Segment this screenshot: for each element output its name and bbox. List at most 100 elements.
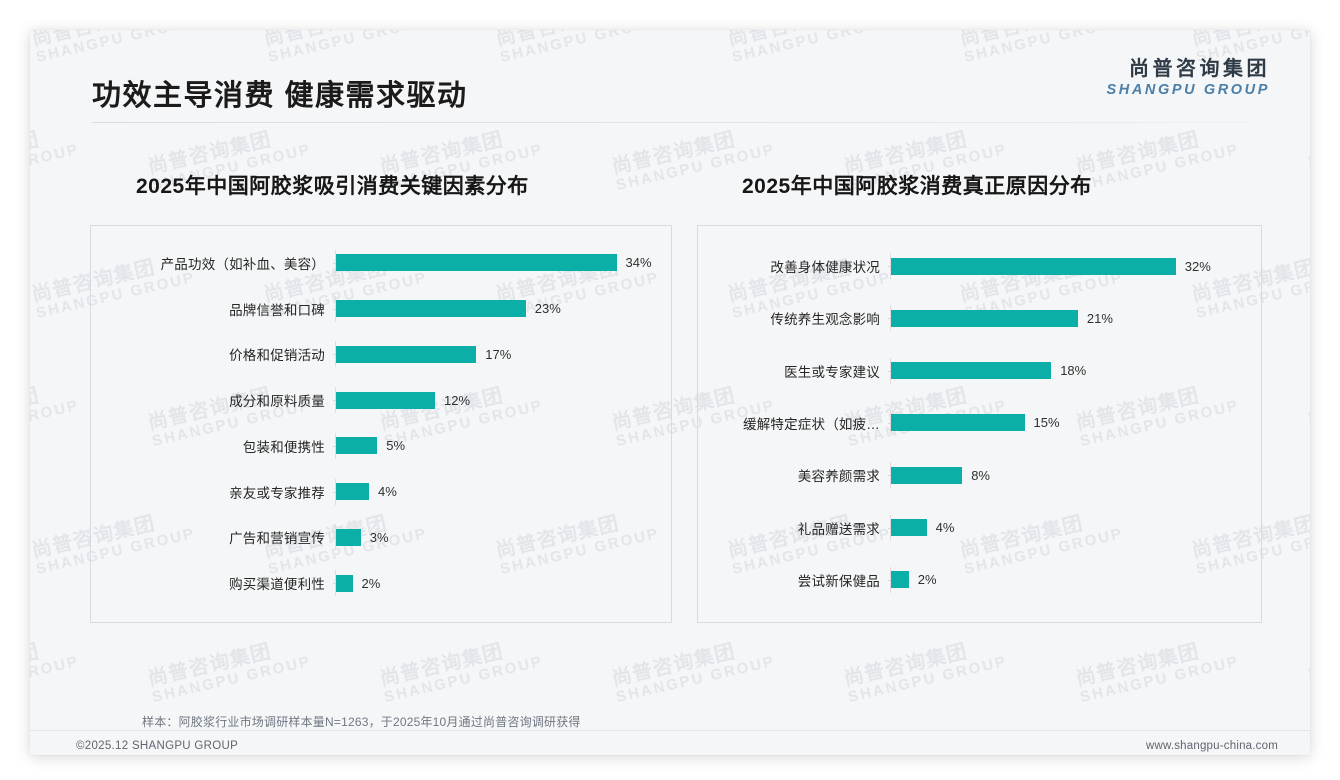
charts-container: 2025年中国阿胶浆吸引消费关键因素分布 产品功效（如补血、美容） 34% 品牌信誉… [30, 123, 1310, 668]
axis-tick [888, 579, 891, 581]
bar-row-label: 包装和便携性 [242, 439, 325, 455]
bar-track: 21% [888, 305, 1261, 332]
bar-row-label: 价格和促销活动 [229, 348, 325, 364]
axis-tick [888, 422, 891, 424]
bar-value-label: 5% [386, 438, 406, 454]
axis-tick [333, 583, 336, 585]
bar [891, 362, 1052, 380]
bar-value-label: 2% [361, 575, 381, 591]
bar [336, 254, 617, 272]
slide-header: 功效主导消费 健康需求驱动 尚普咨询集团 SHANGPU GROUP [30, 30, 1310, 123]
bar-row: 传统养生观念影响 21% [698, 305, 1261, 332]
chart-title-left: 2025年中国阿胶浆吸引消费关键因素分布 [136, 175, 529, 198]
bar-track: 2% [888, 566, 1261, 593]
bar-track: 2% [333, 570, 671, 597]
bar-row-label: 传统养生观念影响 [770, 312, 880, 328]
bar-row-label: 广告和营销宣传 [229, 531, 325, 547]
bar [336, 345, 477, 363]
bar-row-label: 美容养颜需求 [797, 469, 880, 485]
bar [891, 257, 1176, 275]
bar-row: 尝试新保健品 2% [698, 566, 1261, 593]
bar-row-label: 品牌信誉和口碑 [229, 302, 325, 318]
bar-track: 15% [888, 409, 1261, 436]
bar-rows-left: 产品功效（如补血、美容） 34% 品牌信誉和口碑 23% 价格和促销活动 17% 成分和原料… [91, 226, 671, 622]
brand-name-en: SHANGPU GROUP [1106, 82, 1270, 98]
bar-row: 缓解特定症状（如疲… 15% [698, 409, 1261, 436]
bar [891, 309, 1078, 327]
bar-row: 品牌信誉和口碑 23% [91, 295, 671, 322]
axis-tick [888, 318, 891, 320]
bar-row: 产品功效（如补血、美容） 34% [91, 249, 671, 276]
bar-track: 5% [333, 432, 671, 459]
bar [891, 519, 927, 537]
bar-track: 34% [333, 249, 671, 276]
bar-value-label: 8% [971, 467, 990, 483]
bar-row: 价格和促销活动 17% [91, 341, 671, 368]
bar [336, 391, 435, 409]
footer-divider [30, 730, 1310, 731]
axis-tick [333, 262, 336, 264]
bar [336, 437, 378, 455]
bar-row-label: 礼品赠送需求 [797, 521, 880, 537]
bar-track: 3% [333, 524, 671, 551]
bar-row: 包装和便携性 5% [91, 432, 671, 459]
brand-name-cn: 尚普咨询集团 [1129, 58, 1270, 80]
chart-panel-right: 改善身体健康状况 32% 传统养生观念影响 21% 医生或专家建议 18% 缓解特定症状（如… [697, 225, 1262, 623]
sample-footnote: 样本：阿胶浆行业市场调研样本量N=1263，于2025年10月通过尚普咨询调研获… [142, 715, 581, 729]
bar [336, 300, 526, 318]
bar [891, 571, 909, 589]
bar-row-label: 产品功效（如补血、美容） [160, 256, 325, 272]
bar-row-label: 购买渠道便利性 [229, 577, 325, 593]
bar-value-label: 4% [935, 520, 955, 536]
axis-tick [888, 370, 891, 372]
bar-row: 礼品赠送需求 4% [698, 514, 1261, 541]
bar-row-label: 医生或专家建议 [784, 364, 880, 380]
axis-tick [888, 266, 891, 268]
bar [336, 483, 369, 501]
bar-row: 医生或专家建议 18% [698, 357, 1261, 384]
bar-track: 8% [888, 462, 1261, 489]
bar-row-label: 亲友或专家推荐 [229, 485, 325, 501]
bar-track: 23% [333, 295, 671, 322]
bar-value-label: 3% [369, 529, 389, 545]
axis-tick [333, 354, 336, 356]
bar-row: 广告和营销宣传 3% [91, 524, 671, 551]
bar-track: 17% [333, 341, 671, 368]
axis-tick [333, 491, 336, 493]
axis-tick [333, 400, 336, 402]
header-divider [92, 122, 1248, 123]
bar-row: 改善身体健康状况 32% [698, 253, 1261, 280]
bar [336, 528, 361, 546]
bar-row-label: 成分和原料质量 [229, 394, 325, 410]
bar-row: 成分和原料质量 12% [91, 387, 671, 414]
bar-value-label: 21% [1086, 310, 1113, 326]
bar-track: 12% [333, 387, 671, 414]
bar-value-label: 12% [444, 392, 471, 408]
bar-value-label: 15% [1033, 415, 1060, 431]
brand-logo: 尚普咨询集团 SHANGPU GROUP [1106, 58, 1270, 99]
bar-value-label: 32% [1184, 258, 1211, 274]
bar-row: 亲友或专家推荐 4% [91, 478, 671, 505]
website-link[interactable]: www.shangpu-china.com [1145, 740, 1278, 752]
bar-track: 18% [888, 357, 1261, 384]
copyright-text: ©2025.12 SHANGPU GROUP [76, 740, 239, 752]
bar [336, 574, 353, 592]
chart-panel-left: 产品功效（如补血、美容） 34% 品牌信誉和口碑 23% 价格和促销活动 17% 成分和原料… [90, 225, 672, 623]
bar-rows-right: 改善身体健康状况 32% 传统养生观念影响 21% 医生或专家建议 18% 缓解特定症状（如… [698, 226, 1261, 622]
axis-tick [333, 308, 336, 310]
page-title: 功效主导消费 健康需求驱动 [92, 80, 468, 112]
bar-track: 4% [333, 478, 671, 505]
bar-row-label: 尝试新保健品 [797, 573, 880, 589]
bar-row: 美容养颜需求 8% [698, 462, 1261, 489]
chart-block-left: 2025年中国阿胶浆吸引消费关键因素分布 产品功效（如补血、美容） 34% 品牌信誉… [90, 123, 672, 623]
bar-row: 购买渠道便利性 2% [91, 570, 671, 597]
bar-value-label: 23% [534, 301, 561, 317]
bar-row-label: 改善身体健康状况 [770, 260, 880, 276]
bar-track: 4% [888, 514, 1261, 541]
bar-track: 32% [888, 253, 1261, 280]
slide-footer: ©2025.12 SHANGPU GROUP www.shangpu-china… [30, 730, 1310, 755]
axis-tick [333, 445, 336, 447]
bar [891, 414, 1025, 432]
bar-value-label: 34% [625, 255, 652, 271]
